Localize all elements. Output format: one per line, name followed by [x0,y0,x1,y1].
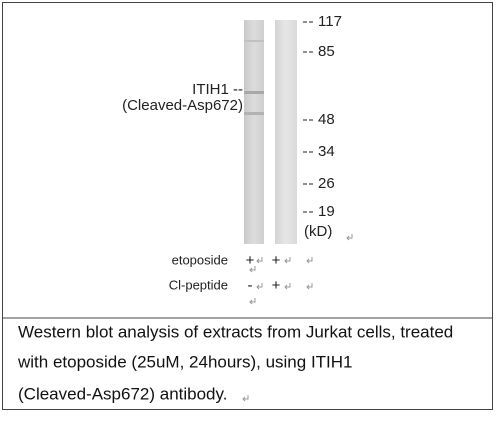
band [244,112,264,115]
marker-label: 26 [318,175,335,192]
condition-sign: + [272,252,281,269]
band [244,91,264,94]
markers: 117 85 48 34 26 19 [303,13,342,220]
marker-label: 85 [318,43,335,60]
marker-label: 117 [318,13,342,30]
condition-sign: - [248,277,253,294]
marker-label: 34 [318,143,335,160]
marker-label: 48 [318,111,335,128]
band-label: (Cleaved-Asp672) [122,97,243,114]
condition-label: etoposide [172,252,228,267]
band-label: ITIH1 -- [192,81,243,98]
caption-line: Western blot analysis of extracts from J… [18,322,453,341]
frame [2,2,493,410]
condition-sign: + [246,252,255,269]
marker-unit: (kD) [304,223,332,240]
condition-sign: + [272,277,281,294]
lane [244,20,264,244]
lane [275,20,297,244]
band [244,40,264,42]
caption-line: with etoposide (25uM, 24hours), using IT… [17,352,353,371]
caption-line: (Cleaved-Asp672) antibody. [18,384,227,403]
paragraph-marks [242,234,353,402]
condition-label: Cl-peptide [169,277,228,292]
marker-label: 19 [318,203,335,220]
